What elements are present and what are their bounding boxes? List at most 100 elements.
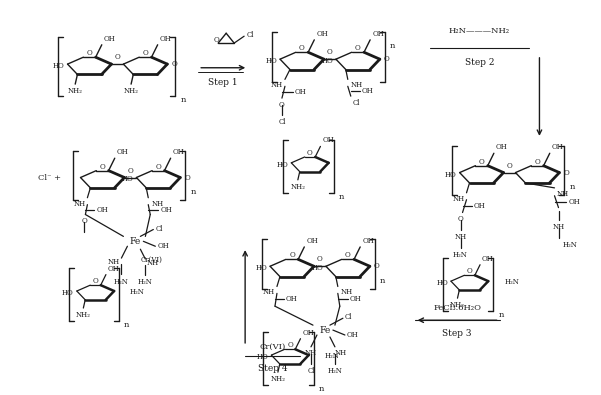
Text: H₂N: H₂N [130,288,145,295]
Text: n: n [124,321,129,329]
Text: H₂N: H₂N [325,352,340,360]
Text: n: n [338,193,344,201]
Text: NH: NH [305,349,317,357]
Text: OH: OH [316,30,328,38]
Text: FeCl₃.6H₂O: FeCl₃.6H₂O [433,304,481,312]
Text: O: O [457,216,463,224]
Text: HO: HO [321,57,333,65]
Text: Fe: Fe [319,325,331,335]
Text: NH: NH [271,81,283,89]
Text: OH: OH [307,237,318,245]
Text: Cl: Cl [246,31,254,39]
Text: n: n [380,277,385,285]
Text: OH: OH [474,201,485,210]
Text: n: n [319,385,324,393]
Text: OH: OH [172,148,185,156]
Text: O: O [384,55,389,63]
Text: OH: OH [157,242,169,250]
Text: OH: OH [286,295,297,303]
Text: Fe: Fe [130,237,141,246]
Text: HO: HO [436,279,448,287]
Text: NH: NH [73,200,85,208]
Text: NH: NH [147,259,159,267]
Text: HO: HO [265,57,277,65]
Text: O: O [479,158,484,166]
Text: O: O [507,162,513,169]
Text: Cl: Cl [155,224,163,233]
Text: O: O [374,262,380,270]
Text: n: n [390,42,395,50]
Text: HO: HO [445,171,457,179]
Text: O: O [327,48,333,56]
Text: O: O [82,218,87,226]
Text: H₂N: H₂N [138,278,153,286]
Text: n: n [191,188,196,196]
Text: OH: OH [117,148,129,156]
Text: H₂N: H₂N [114,278,129,286]
Text: NH: NH [341,288,353,297]
Text: NH: NH [108,258,120,266]
Text: Cl: Cl [278,118,285,126]
Text: NH: NH [557,190,569,198]
Text: O: O [213,36,219,44]
Text: O: O [127,167,133,175]
Text: NH: NH [552,223,564,231]
Text: HO: HO [62,289,74,297]
Text: O: O [185,173,190,182]
Text: H₂N: H₂N [504,278,519,286]
Text: NH: NH [151,200,163,208]
Text: O: O [534,158,540,166]
Text: O: O [87,49,93,57]
Text: H₂N———NH₂: H₂N———NH₂ [449,27,510,35]
Text: OH: OH [108,265,120,273]
Text: NH: NH [351,81,363,89]
Text: NH: NH [454,233,466,241]
Text: O: O [563,169,569,177]
Text: OH: OH [302,329,314,337]
Text: O: O [93,277,99,285]
Text: Step 2: Step 2 [465,58,495,67]
Text: NH₂: NH₂ [270,375,285,383]
Text: OH: OH [96,205,108,214]
Text: O: O [279,101,285,109]
Text: OH: OH [322,136,334,145]
Text: Cl: Cl [345,313,352,321]
Text: OH: OH [482,255,494,263]
Text: NH: NH [453,195,465,203]
Text: NH₂: NH₂ [68,87,83,95]
Text: n: n [498,311,504,319]
Text: O: O [299,44,305,52]
Text: HO: HO [276,161,288,169]
Text: OH: OH [362,87,373,95]
Text: OH: OH [350,295,362,303]
Text: O: O [171,60,177,68]
Text: O: O [100,163,105,171]
Text: Step 4: Step 4 [258,364,288,372]
Text: OH: OH [295,88,307,96]
Text: NH: NH [263,288,275,297]
Text: Cr(VI): Cr(VI) [260,343,286,351]
Text: O: O [287,341,293,349]
Text: O: O [345,252,351,260]
Text: H₂N: H₂N [328,367,343,374]
Text: HO: HO [255,264,267,272]
Text: n: n [180,96,186,104]
Text: NH: NH [335,349,347,357]
Text: O: O [307,149,313,157]
Text: NH₂: NH₂ [290,183,305,191]
Text: Cr(VI): Cr(VI) [141,256,162,264]
Text: O: O [115,53,120,61]
Text: HO: HO [53,62,64,70]
Text: OH: OH [104,35,115,43]
Text: OH: OH [160,35,171,43]
Text: HO: HO [121,175,133,184]
Text: OH: OH [552,143,564,151]
Text: Cl: Cl [353,99,360,107]
Text: O: O [289,252,295,260]
Text: OH: OH [347,331,359,339]
Text: Step 3: Step 3 [442,329,472,338]
Text: NH₂: NH₂ [124,87,138,95]
Text: Cl: Cl [307,367,315,374]
Text: NH₂: NH₂ [450,301,465,309]
Text: HO: HO [257,353,269,361]
